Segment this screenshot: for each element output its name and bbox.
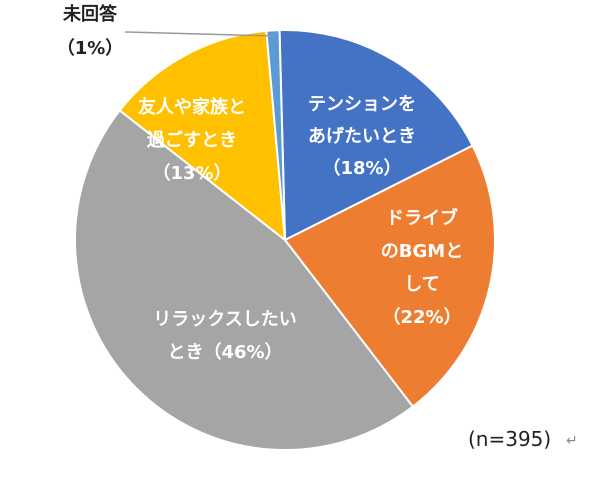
slice-label-line: リラックスしたい — [153, 309, 296, 330]
slice-label-line: テンションを — [308, 94, 416, 115]
slice-label: テンションをあげたいとき （18%） — [308, 94, 416, 179]
slice-label-line: 未回答 — [63, 3, 118, 25]
pie-slice — [265, 29, 286, 241]
slice-label: リラックスしたいとき（46%） — [153, 309, 296, 363]
slice-label-line: （13%） — [152, 163, 231, 184]
pie-slice — [278, 29, 474, 242]
leader-line-no-answer — [124, 31, 275, 37]
slice-label-line: ドライブ — [386, 207, 458, 229]
slice-label: ドライブのBGMとして （22%） — [381, 207, 463, 328]
slice-label-line: 過ごすとき — [147, 129, 237, 151]
slice-label-line: あげたいとき — [308, 126, 416, 147]
pie-slices — [74, 29, 496, 451]
pie-slice — [74, 109, 415, 451]
slice-label-line: （22%） — [382, 307, 461, 328]
return-mark: ↵ — [566, 433, 578, 449]
pie-slice — [118, 29, 287, 243]
slice-label-line: とき（46%） — [167, 342, 282, 363]
slice-labels: テンションをあげたいとき （18%） ドライブのBGMとして （22%） リラックスした… — [57, 3, 463, 363]
slice-label-line: のBGMと — [381, 241, 463, 262]
pie-slice — [283, 144, 496, 409]
sample-size-note: (n=395) — [468, 427, 551, 451]
slice-label: 友人や家族と過ごすとき （13%） — [138, 96, 246, 184]
slice-label-line: （1%） — [57, 38, 124, 59]
slice-label: 未回答 （1%） — [57, 3, 124, 59]
slice-label-line: （18%） — [322, 158, 401, 179]
slice-label-line: して — [404, 274, 439, 295]
slice-label-line: 友人や家族と — [138, 96, 246, 118]
